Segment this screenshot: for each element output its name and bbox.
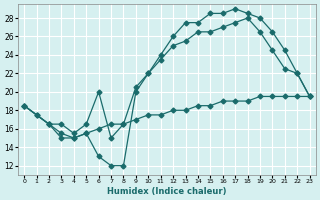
X-axis label: Humidex (Indice chaleur): Humidex (Indice chaleur) <box>107 187 227 196</box>
